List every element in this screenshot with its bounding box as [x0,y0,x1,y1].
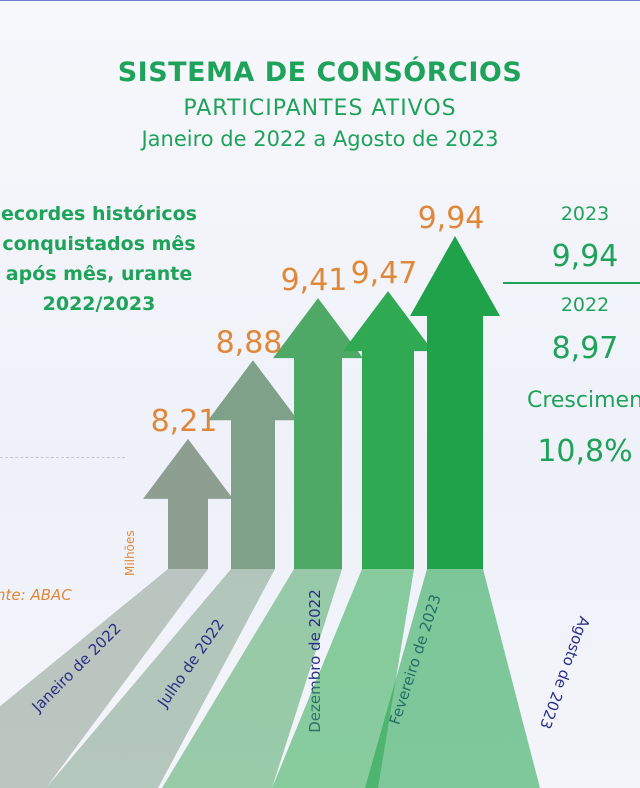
value-label: 8,88 [216,325,283,360]
arrow-floor-band [0,569,208,788]
arrow-bar [273,298,363,569]
comparison-value-2022: 8,97 [551,331,619,366]
records-note: ecordes históricos conquistados mês após… [1,203,197,315]
value-label: 9,94 [418,201,485,236]
source-label: nte: ABAC [0,586,72,604]
arrow-floor-band [365,569,540,788]
growth-value: 10,8% [537,434,633,469]
category-label: Agosto de 2023 [536,614,593,731]
value-label: 9,41 [281,263,348,298]
arrow-bar [410,236,500,569]
comparison-year-2023: 2023 [560,203,610,225]
chart-period: Janeiro de 2022 a Agosto de 2023 [141,127,499,151]
arrow-floor-band [162,569,342,788]
arrow-bar [143,438,233,569]
arrow-floor-band [272,569,414,788]
arrow-bar [208,360,298,569]
growth-label: Crescimen [526,388,640,413]
value-label: 8,21 [151,404,218,439]
value-label: 9,47 [351,256,418,291]
comparison-value-2023: 9,94 [551,239,619,274]
arrow-floor-band [46,569,275,788]
chart-subtitle: PARTICIPANTES ATIVOS [183,96,457,121]
comparison-divider [503,282,640,284]
arrow-bar [343,291,433,569]
unit-label: Milhões [123,530,137,576]
comparison-year-2022: 2022 [560,294,610,316]
chart-title: SISTEMA DE CONSÓRCIOS [117,57,523,88]
reference-dashed-line [0,457,125,458]
